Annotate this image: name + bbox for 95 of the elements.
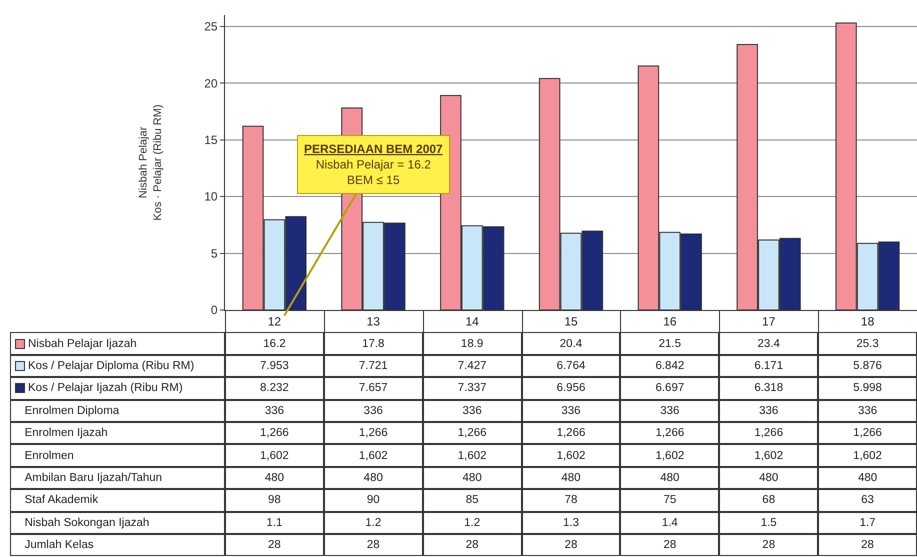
text: Enrolmen Ijazah <box>10 422 225 444</box>
text: 336 <box>324 400 423 422</box>
text: Enrolmen Diploma <box>10 400 225 422</box>
text: 1.7 <box>818 512 917 534</box>
data-label: 21.5 <box>620 332 720 355</box>
x-tick-label: 13 <box>366 314 380 328</box>
text: Enrolmen <box>10 444 225 467</box>
text: 78 <box>522 489 620 512</box>
text: 1,266 <box>225 422 324 444</box>
data-label: 20.4 <box>522 332 620 355</box>
data-label: 6.956 <box>522 377 620 400</box>
text: 85 <box>422 489 522 512</box>
text: 28 <box>719 534 818 556</box>
text: 28 <box>620 534 720 556</box>
data-label: 5.876 <box>818 354 917 378</box>
text: 68 <box>719 489 818 512</box>
text: 1.2 <box>422 512 522 534</box>
text: 98 <box>225 489 324 512</box>
data-label: 17.8 <box>324 332 423 355</box>
y-axis-title: Nisbah Pelajar Kos · Pelajar (Ribu RM) <box>138 104 164 221</box>
data-label: 6.764 <box>522 354 620 378</box>
y-tick-label: 20 <box>204 76 218 90</box>
text: 1,266 <box>324 422 423 444</box>
text: 63 <box>818 489 917 512</box>
legend-label: Kos / Pelajar Diploma (Ribu RM) <box>28 360 194 372</box>
data-label: 6.697 <box>620 377 720 400</box>
text: 1.3 <box>522 512 620 534</box>
data-label: 16.2 <box>225 332 324 355</box>
text: 480 <box>719 466 818 490</box>
y-tick-label: 0 <box>210 303 218 318</box>
data-label: 5.998 <box>818 377 917 400</box>
text: 28 <box>225 534 324 556</box>
text: 1,602 <box>818 444 917 467</box>
text: 1,602 <box>522 444 620 467</box>
x-tick-label: 12 <box>268 314 282 328</box>
data-label: 18.9 <box>422 332 522 355</box>
text: 480 <box>818 466 917 490</box>
text: 336 <box>620 400 720 422</box>
y-tick-label: 5 <box>210 246 218 260</box>
text: Ambilan Baru Ijazah/Tahun <box>10 466 225 490</box>
text: 480 <box>620 466 720 490</box>
text: Nisbah Sokongan Ijazah <box>10 512 225 534</box>
text: 1,602 <box>620 444 720 467</box>
text: 336 <box>818 400 917 422</box>
text: 1,266 <box>422 422 522 444</box>
data-label: 23.4 <box>719 332 818 355</box>
text: 1.2 <box>324 512 423 534</box>
text: 28 <box>818 534 917 556</box>
text: Jumlah Kelas <box>10 534 225 556</box>
y-tick-label: 15 <box>204 133 218 148</box>
text: 28 <box>324 534 423 556</box>
data-label: 6.171 <box>719 354 818 378</box>
text: 1.5 <box>719 512 818 534</box>
text: 480 <box>324 466 423 490</box>
text: 336 <box>225 400 324 422</box>
text: 336 <box>522 400 620 422</box>
text: 1,602 <box>422 444 522 467</box>
text: 1,602 <box>225 444 324 467</box>
data-label: 25.3 <box>818 332 917 355</box>
text: 336 <box>719 400 818 422</box>
annotation: PERSEDIAAN BEM 2007 Nisbah Pelajar = 16.2 BEM ≤ 15 <box>304 142 444 188</box>
data-label: 6.318 <box>719 377 818 400</box>
text: 1,266 <box>522 422 620 444</box>
x-tick-label: 15 <box>564 314 578 328</box>
text: 75 <box>620 489 720 512</box>
text: 28 <box>422 534 522 556</box>
text: 28 <box>522 534 620 556</box>
text: 1,602 <box>719 444 818 467</box>
legend-label: Kos / Pelajar Ijazah (Ribu RM) <box>28 382 183 394</box>
text: 480 <box>422 466 522 490</box>
text: 90 <box>324 489 423 512</box>
data-label: 7.337 <box>422 377 522 400</box>
x-tick-label: 17 <box>762 314 776 328</box>
text: 1,602 <box>324 444 423 467</box>
data-label: 7.427 <box>422 354 522 378</box>
legend-label: Nisbah Pelajar Ijazah <box>28 338 137 350</box>
text: Staf Akademik <box>10 489 225 512</box>
x-tick-label: 18 <box>860 314 875 328</box>
text: 480 <box>225 466 324 490</box>
x-tick-label: 14 <box>465 314 480 328</box>
text: 336 <box>422 400 522 422</box>
data-label: 6.842 <box>620 354 720 378</box>
data-label: 7.657 <box>324 377 423 400</box>
data-label: 7.953 <box>225 354 324 378</box>
text: 1,266 <box>818 422 917 444</box>
data-label: 7.721 <box>324 354 423 378</box>
x-tick-label: 16 <box>663 314 677 328</box>
y-tick-label: 10 <box>204 190 218 204</box>
y-tick-label: 25 <box>204 20 218 34</box>
data-label: 8.232 <box>225 377 324 400</box>
text: 1.1 <box>225 512 324 534</box>
text: 1,266 <box>620 422 720 444</box>
text: 1.4 <box>620 512 720 534</box>
text: 1,266 <box>719 422 818 444</box>
text: 480 <box>522 466 620 490</box>
